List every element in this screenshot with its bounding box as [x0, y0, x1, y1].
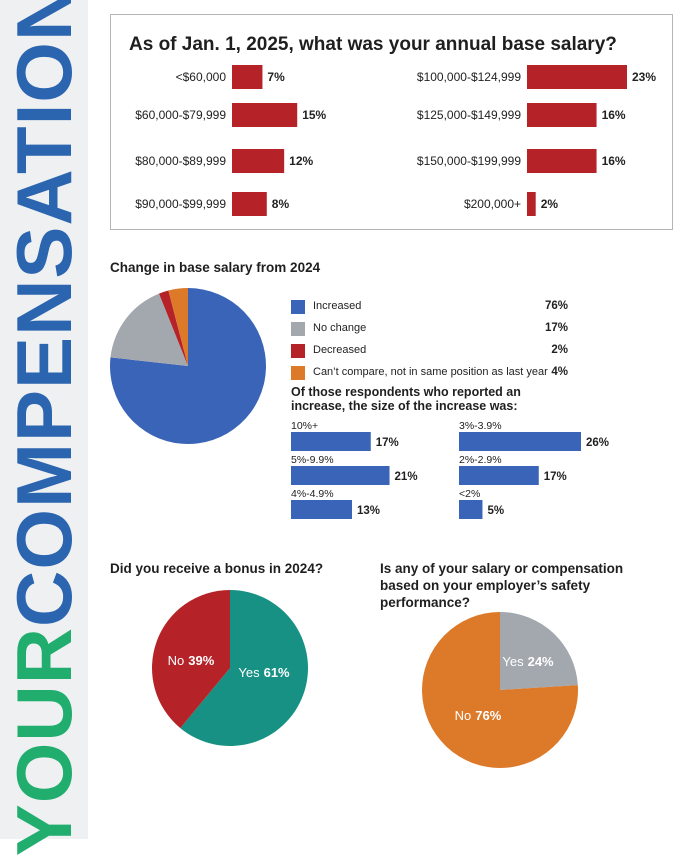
increase-category-label: 2%-2.9% [459, 454, 502, 466]
increase-value-label: 17% [376, 437, 399, 449]
increase-category-label: 5%-9.9% [291, 454, 334, 466]
bonus-slice-label: No 39% [168, 653, 215, 668]
salary-value-label: 23% [632, 70, 656, 84]
salary-category-label: $150,000-$199,999 [417, 154, 521, 168]
change-legend-item: Increased 76% [291, 299, 568, 315]
salary-category-label: <$60,000 [176, 70, 227, 84]
legend-swatch [291, 300, 305, 314]
salary-category-label: $80,000-$89,999 [135, 154, 226, 168]
increase-value-label: 13% [357, 505, 380, 517]
salary-value-label: 15% [302, 108, 326, 122]
salary-value-label: 7% [267, 70, 285, 84]
bonus-chart-title: Did you receive a bonus in 2024? [110, 561, 324, 576]
legend-swatch [291, 344, 305, 358]
legend-label: Increased [313, 300, 362, 312]
salary-category-label: $100,000-$124,999 [417, 70, 521, 84]
increase-category-label: 10%+ [291, 420, 318, 432]
bonus-slice-value: 39% [188, 653, 214, 668]
salary-bar [232, 103, 298, 127]
change-slice [168, 288, 188, 366]
legend-swatch [291, 366, 305, 380]
legend-value: 2% [551, 344, 568, 356]
bonus-slice [152, 590, 230, 729]
increase-bar [291, 466, 390, 485]
bonus-slice-name: Yes [238, 665, 260, 680]
change-legend-item: Can’t compare, not in same position as l… [291, 365, 568, 381]
salary-value-label: 16% [602, 154, 626, 168]
increase-value-label: 26% [586, 437, 609, 449]
legend-value: 4% [551, 366, 568, 378]
salary-category-label: $200,000+ [464, 197, 521, 211]
legend-value: 17% [544, 322, 568, 334]
legend-label: Decreased [313, 344, 367, 356]
salary-value-label: 16% [602, 108, 626, 122]
salary-chart-title: As of Jan. 1, 2025, what was your annual… [129, 34, 617, 55]
increase-bar [459, 432, 581, 451]
safety-slice [422, 612, 578, 768]
salary-bar [527, 65, 627, 89]
increase-value-label: 5% [487, 505, 504, 517]
increase-category-label: 3%-3.9% [459, 420, 502, 432]
increase-bar [291, 432, 371, 451]
salary-category-label: $125,000-$149,999 [417, 108, 521, 122]
increase-bar [459, 500, 483, 519]
safety-slice [500, 612, 578, 690]
change-chart-title: Change in base salary from 2024 [110, 260, 321, 275]
salary-category-label: $90,000-$99,999 [135, 197, 226, 211]
legend-label: Can’t compare, not in same position as l… [313, 366, 548, 378]
bonus-slice-label: Yes 61% [238, 665, 290, 680]
change-legend-item: No change 17% [291, 321, 568, 337]
salary-bar [527, 149, 597, 173]
legend-value: 76% [544, 300, 568, 312]
bonus-slice-name: No [168, 653, 185, 668]
salary-bar [232, 65, 263, 89]
legend-label: No change [313, 322, 367, 334]
change-legend-item: Decreased 2% [291, 343, 568, 359]
safety-slice-name: No [455, 708, 472, 723]
salary-value-label: 12% [289, 154, 313, 168]
change-slice [159, 290, 188, 366]
salary-value-label: 8% [272, 197, 290, 211]
increase-bar [291, 500, 352, 519]
change-slice [110, 293, 188, 366]
bonus-slice [180, 590, 309, 746]
safety-slice-value: 24% [528, 654, 554, 669]
salary-bar [232, 192, 267, 216]
salary-bar [527, 192, 536, 216]
bonus-slice-value: 61% [264, 665, 290, 680]
safety-slice-label: No 76% [455, 708, 502, 723]
salary-bar [232, 149, 285, 173]
safety-chart-title: Is any of your salary or compensation ba… [380, 561, 624, 610]
increase-value-label: 21% [395, 471, 418, 483]
salary-bar [527, 103, 597, 127]
salary-category-label: $60,000-$79,999 [135, 108, 226, 122]
increase-bar [459, 466, 539, 485]
increase-category-label: <2% [459, 488, 480, 500]
increase-chart-title: Of those respondents who reported an inc… [291, 385, 521, 413]
safety-slice-label: Yes 24% [502, 654, 554, 669]
side-band [0, 0, 88, 839]
safety-slice-name: Yes [502, 654, 524, 669]
increase-category-label: 4%-4.9% [291, 488, 334, 500]
safety-slice-value: 76% [475, 708, 501, 723]
salary-value-label: 2% [541, 197, 559, 211]
legend-swatch [291, 322, 305, 336]
increase-value-label: 17% [544, 471, 567, 483]
